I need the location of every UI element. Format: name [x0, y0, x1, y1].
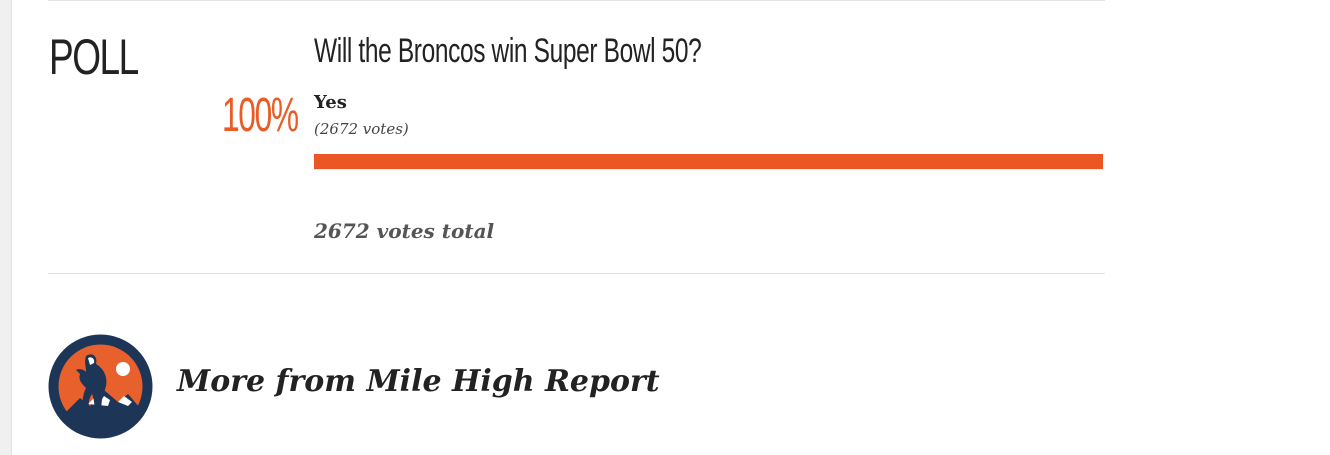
option-vote-count: (2672 votes)	[314, 120, 409, 138]
divider-top	[48, 0, 1105, 1]
poll-question: Will the Broncos win Super Bowl 50?	[314, 32, 702, 70]
option-label[interactable]: Yes	[314, 92, 347, 113]
mile-high-report-logo-icon[interactable]	[48, 334, 153, 439]
poll-label: POLL	[49, 29, 139, 85]
left-rail	[0, 0, 12, 455]
divider-bottom	[48, 273, 1105, 274]
option-result-bar-fill	[314, 154, 1103, 169]
option-result-bar	[314, 154, 1103, 169]
option-percent: 100%	[222, 89, 299, 142]
poll-total-votes: 2672 votes total	[314, 219, 495, 243]
more-from-link[interactable]: More from Mile High Report	[177, 364, 660, 399]
